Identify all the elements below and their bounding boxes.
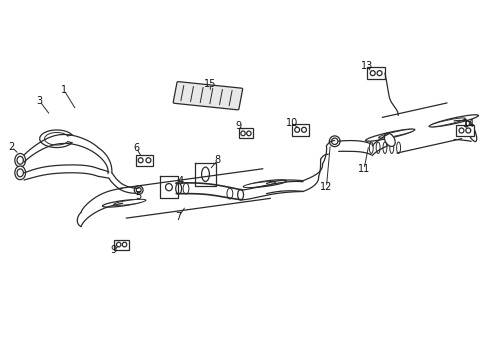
Text: 9: 9 <box>235 121 241 131</box>
Ellipse shape <box>122 242 126 247</box>
Ellipse shape <box>102 199 142 207</box>
Ellipse shape <box>201 167 209 181</box>
Ellipse shape <box>384 133 394 147</box>
Ellipse shape <box>368 142 372 153</box>
Text: 1: 1 <box>61 85 67 95</box>
Ellipse shape <box>294 127 299 132</box>
Text: 15: 15 <box>204 79 216 89</box>
Text: 11: 11 <box>357 164 369 174</box>
Bar <box>455 125 473 136</box>
Bar <box>136 154 153 166</box>
Ellipse shape <box>429 115 477 127</box>
Ellipse shape <box>237 189 243 200</box>
Ellipse shape <box>331 138 337 144</box>
Ellipse shape <box>138 158 143 163</box>
Ellipse shape <box>243 181 275 188</box>
Text: 13: 13 <box>361 61 373 71</box>
Ellipse shape <box>329 136 339 147</box>
Ellipse shape <box>301 127 306 132</box>
Bar <box>366 67 384 79</box>
Ellipse shape <box>226 188 232 199</box>
Ellipse shape <box>165 184 172 191</box>
Ellipse shape <box>428 118 465 127</box>
Ellipse shape <box>365 129 413 141</box>
Ellipse shape <box>183 183 188 194</box>
Ellipse shape <box>116 242 121 247</box>
Ellipse shape <box>175 183 181 194</box>
Text: 3: 3 <box>37 96 42 106</box>
Bar <box>238 129 253 138</box>
Ellipse shape <box>134 186 143 194</box>
Ellipse shape <box>241 131 244 136</box>
Text: 12: 12 <box>320 182 332 192</box>
Ellipse shape <box>378 129 414 138</box>
Ellipse shape <box>465 128 470 133</box>
Ellipse shape <box>465 121 476 141</box>
Text: 7: 7 <box>175 212 182 221</box>
Ellipse shape <box>136 188 141 193</box>
Text: 5: 5 <box>135 191 142 201</box>
Ellipse shape <box>15 153 25 167</box>
Ellipse shape <box>396 142 400 153</box>
Bar <box>114 239 129 249</box>
Text: 14: 14 <box>462 120 474 129</box>
Ellipse shape <box>369 71 374 76</box>
Text: 9: 9 <box>110 245 117 255</box>
Ellipse shape <box>17 169 23 177</box>
Ellipse shape <box>113 199 145 205</box>
Ellipse shape <box>382 142 386 153</box>
Bar <box>291 124 309 135</box>
Ellipse shape <box>17 156 23 164</box>
Text: 6: 6 <box>133 143 139 153</box>
Text: 4: 4 <box>178 176 184 186</box>
Ellipse shape <box>389 142 393 153</box>
Ellipse shape <box>15 166 25 180</box>
Text: 8: 8 <box>214 155 220 165</box>
Ellipse shape <box>375 142 379 153</box>
Ellipse shape <box>246 131 250 136</box>
Text: 2: 2 <box>8 142 15 152</box>
Ellipse shape <box>458 128 463 133</box>
Ellipse shape <box>246 180 286 187</box>
Ellipse shape <box>146 158 151 163</box>
FancyBboxPatch shape <box>173 82 242 110</box>
Text: 10: 10 <box>285 118 297 128</box>
Ellipse shape <box>376 71 381 76</box>
